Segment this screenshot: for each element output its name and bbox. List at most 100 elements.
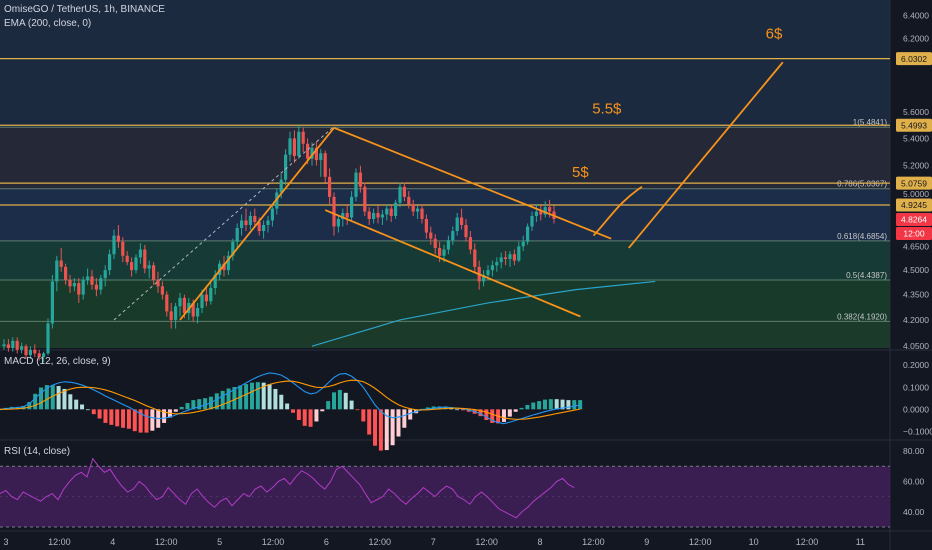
price-tag <box>896 118 932 132</box>
candle <box>332 196 336 227</box>
candle <box>517 246 521 261</box>
candle <box>209 287 213 302</box>
time-tick: 11 <box>856 537 865 547</box>
candle <box>33 349 37 354</box>
candle <box>196 307 200 317</box>
candle <box>358 172 362 187</box>
candle <box>112 235 116 255</box>
macd-histogram-bar <box>548 399 553 410</box>
macd-histogram-bar <box>302 409 307 426</box>
candle <box>160 286 164 295</box>
macd-histogram-bar <box>226 388 231 410</box>
candle <box>411 204 415 212</box>
price-tag-label: 5.0759 <box>901 178 927 188</box>
trend-line <box>324 209 581 318</box>
candle <box>257 221 261 232</box>
candle <box>451 231 455 241</box>
price-tick: 6.4000 <box>903 11 929 21</box>
macd-histogram-bar <box>97 409 102 419</box>
macd-histogram-bar <box>191 400 196 410</box>
candle <box>15 340 19 350</box>
candle <box>244 220 248 225</box>
price-tick: 4.5000 <box>903 265 929 275</box>
candle <box>204 294 208 302</box>
candle <box>231 241 235 256</box>
candle <box>130 262 134 271</box>
macd-histogram-bar <box>185 403 190 410</box>
candle <box>328 176 332 197</box>
target-annotation: 6$ <box>766 26 783 43</box>
candle <box>442 249 446 256</box>
price-tag <box>896 176 932 190</box>
candle <box>460 217 464 225</box>
macd-tick: 0.2000 <box>903 360 929 370</box>
macd-histogram-bar <box>367 409 372 435</box>
time-tick: 7 <box>431 537 436 547</box>
candle <box>306 143 310 159</box>
fib-label: 1(5.4841) <box>853 118 888 127</box>
fib-label: 0.5(4.4387) <box>846 271 887 280</box>
target-annotation: 5.5$ <box>592 100 622 117</box>
macd-histogram-bar <box>214 393 219 410</box>
candle <box>42 353 46 357</box>
candle <box>336 218 340 227</box>
candle <box>464 224 468 238</box>
macd-histogram-bar <box>62 388 67 410</box>
candle <box>81 279 85 295</box>
macd-histogram-bar <box>244 384 249 410</box>
macd-histogram-bar <box>531 402 536 410</box>
macd-histogram-bar <box>291 409 295 413</box>
candle <box>380 214 384 218</box>
price-tick: 4.2000 <box>903 315 929 325</box>
macd-histogram-bar <box>267 384 272 410</box>
ema-legend: EMA (200, close, 0) <box>4 18 91 29</box>
candle <box>191 302 195 317</box>
macd-histogram-bar <box>220 390 225 410</box>
macd-histogram-bar <box>91 409 96 415</box>
signal-line <box>0 379 581 420</box>
candle <box>402 186 406 197</box>
time-tick: 9 <box>644 537 649 547</box>
macd-histogram-bar <box>349 400 354 410</box>
macd-histogram-bar <box>80 404 85 410</box>
macd-histogram-bar <box>103 409 108 423</box>
price-tag-label: 4.9245 <box>901 200 927 210</box>
macd-histogram-bar <box>261 382 266 410</box>
price-tag-label: 12:00 <box>903 229 925 239</box>
macd-histogram-bar <box>519 407 524 410</box>
candle <box>319 153 323 161</box>
candle <box>490 265 494 271</box>
fib-label: 0.618(4.6854) <box>837 232 887 241</box>
candle <box>526 226 530 242</box>
candle <box>6 344 10 348</box>
candle <box>539 211 543 215</box>
candle <box>486 270 490 275</box>
macd-histogram-bar <box>173 409 178 412</box>
macd-histogram-bar <box>542 399 547 410</box>
time-tick: 10 <box>749 537 759 547</box>
macd-histogram-bar <box>578 400 583 410</box>
candle <box>279 179 283 193</box>
candle <box>103 270 107 279</box>
candle <box>301 131 305 144</box>
macd-histogram-bar <box>296 409 301 421</box>
candle <box>68 279 72 287</box>
macd-histogram-bar <box>384 409 389 451</box>
candle <box>482 274 486 282</box>
candle <box>213 274 217 288</box>
candle <box>77 283 81 295</box>
candle <box>504 257 508 259</box>
macd-histogram-bar <box>232 387 237 410</box>
candle <box>495 262 499 266</box>
candle <box>314 147 318 161</box>
macd-histogram-bar <box>126 409 131 429</box>
candle <box>468 237 472 250</box>
macd-histogram-bar <box>443 406 448 410</box>
candle <box>297 131 301 156</box>
candle <box>512 254 516 261</box>
candle <box>292 138 296 156</box>
candle <box>64 266 68 280</box>
macd-histogram-bar <box>285 403 290 410</box>
candle <box>143 249 147 269</box>
